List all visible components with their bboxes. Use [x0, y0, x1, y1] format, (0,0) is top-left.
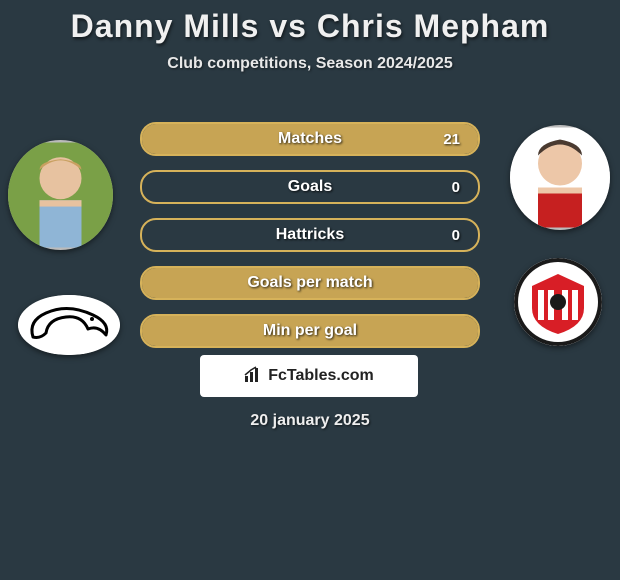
- stat-value-player2: 0: [452, 220, 460, 250]
- stat-label: Goals: [142, 172, 478, 202]
- page-title: Danny Mills vs Chris Mepham: [0, 0, 620, 45]
- stat-row: Goals per match: [140, 266, 480, 300]
- watermark-text: FcTables.com: [268, 367, 374, 385]
- stat-label: Min per goal: [142, 316, 478, 346]
- stat-value-player2: 0: [452, 172, 460, 202]
- player2-club-logo: [514, 258, 602, 346]
- comparison-infographic: Danny Mills vs Chris Mepham Club competi…: [0, 0, 620, 580]
- watermark: FcTables.com: [200, 355, 418, 397]
- stat-value-player2: 21: [443, 124, 460, 154]
- stats-column: Matches21Goals0Hattricks0Goals per match…: [140, 122, 480, 362]
- stat-row: Goals0: [140, 170, 480, 204]
- date-label: 20 january 2025: [0, 412, 620, 430]
- player1-avatar: [8, 140, 113, 250]
- subtitle: Club competitions, Season 2024/2025: [0, 55, 620, 73]
- chart-icon: [244, 365, 262, 388]
- stat-row: Hattricks0: [140, 218, 480, 252]
- player1-club-logo: [18, 295, 120, 355]
- stat-label: Matches: [142, 124, 478, 154]
- stat-row: Matches21: [140, 122, 480, 156]
- stat-label: Hattricks: [142, 220, 478, 250]
- stat-label: Goals per match: [142, 268, 478, 298]
- stat-row: Min per goal: [140, 314, 480, 348]
- player2-avatar: [510, 125, 610, 230]
